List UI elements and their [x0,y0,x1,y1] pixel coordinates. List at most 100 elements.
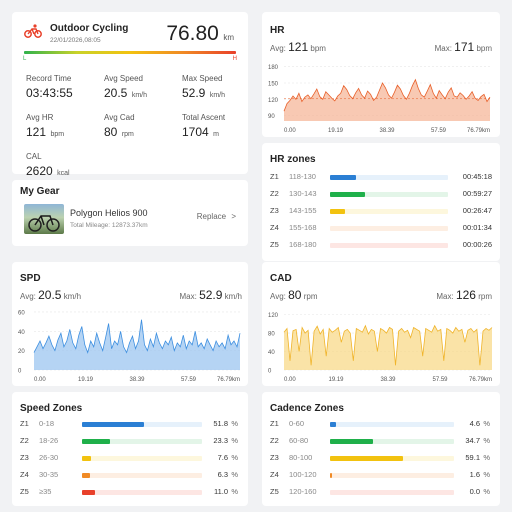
zone-id: Z2 [270,436,279,445]
bike-name: Polygon Helios 900 [70,208,148,218]
stat-value: 1704 [182,125,209,139]
zone-time: 00:59:27 [462,189,492,198]
stat-avg-speed: Avg Speed 20.5 km/h [104,74,147,102]
zone-bar-track [82,439,202,444]
y-tick-label: 180 [268,65,279,71]
zone-percent: 4.6 [469,419,480,428]
zone-bar-track [330,490,454,495]
y-tick-label: 150 [268,82,279,88]
gear-heading: My Gear [20,186,60,197]
spd-max-value: 52.9 [199,288,223,302]
zone-percent: 23.3 [213,436,228,445]
stat-unit: m [213,131,219,138]
x-tick-label: 76.79km [469,377,492,383]
hr-max-value: 171 [454,40,475,54]
spd-avg-unit: km/h [63,292,82,301]
cadence-zones-list: Z1 0-60 4.6% Z2 60-80 34.7% Z3 80-100 59.1% Z4 100… [262,418,500,504]
x-tick-label: 57.59 [432,377,448,383]
x-tick-label: 57.59 [181,377,197,383]
hr-max: Max: 171 bpm [435,40,492,54]
series-line [283,78,491,112]
zone-id: Z5 [20,487,29,496]
zone-percent: 34.7 [465,436,480,445]
zone-bar-track [330,473,454,478]
zone-bar-fill [330,439,374,444]
zone-time: 00:45:18 [462,172,492,181]
zone-pct-unit: % [231,470,238,479]
x-tick-label: 19.19 [328,128,344,134]
hr-zones-list: Z1 118-130 00:45:18 Z2 130-143 00:59:27 Z3 143-… [262,171,500,257]
spd-max-label: Max: [179,292,197,301]
cad-avg: Avg: 80 rpm [270,288,317,302]
zone-bar-track [330,192,448,197]
zone-bar-fill [330,456,404,461]
x-tick-label: 19.19 [328,377,344,383]
zone-id: Z5 [270,240,279,249]
stat-label: Avg Cad [104,113,135,122]
replace-button[interactable]: Replace > [197,212,236,221]
zone-pct-unit: % [231,453,238,462]
zone-range: 143-155 [289,206,317,215]
hr-max-label: Max: [434,44,452,53]
y-tick-label: 0 [18,369,22,375]
x-tick-label: 0.00 [34,377,46,383]
zone-row: Z2 18-26 23.3% [12,435,248,447]
series-area [284,325,492,370]
bike-icon [28,215,60,232]
cad-avg-label: Avg: [270,292,286,301]
zone-bar-track [82,422,202,427]
zone-bar-fill [330,473,332,478]
x-tick-label: 76.79km [217,377,240,383]
ride-title: Outdoor Cycling [50,23,129,34]
zone-row: Z3 143-155 00:26:47 [262,205,500,217]
zone-percent: 59.1 [465,453,480,462]
zone-range: 0-60 [289,419,305,428]
intensity-gradient-bar [24,51,236,54]
zone-id: Z2 [20,436,29,445]
zone-percent: 11.0 [213,487,228,496]
zone-bar-track [330,243,448,248]
zone-bar-fill [82,422,145,427]
series-line [283,324,493,366]
zone-pct-unit: % [483,419,490,428]
cad-max: Max: 126 rpm [436,288,492,302]
hr-chart: 90 120 150 180 0.00 19.19 38.39 57.59 76.79km [268,65,491,134]
zone-bar-track [82,490,202,495]
zone-bar-fill [82,490,96,495]
spd-avg-label: Avg: [20,292,36,301]
stat-value: 52.9 [182,86,206,100]
zone-id: Z4 [20,470,29,479]
zone-bar-fill [82,439,110,444]
cad-avg-value: 80 [288,288,302,302]
zone-row: Z4 30-35 6.3% [12,469,248,481]
x-tick-label: 38.39 [379,128,395,134]
zone-percent: 7.6 [217,453,228,462]
speed-zones-title: Speed Zones [20,403,83,414]
zone-row: Z3 80-100 59.1% [262,452,500,464]
stat-record-time: Record Time 03:43:55 [26,74,73,102]
hr-avg: Avg: 121 bpm [270,40,326,54]
zone-id: Z1 [270,172,279,181]
zone-pct-unit: % [231,487,238,496]
zone-bar-track [330,209,448,214]
spd-max: Max: 52.9 km/h [179,288,242,302]
zone-bar-fill [330,209,346,214]
x-tick-label: 38.39 [380,377,396,383]
hr-avg-unit: bpm [310,44,326,53]
zone-range: 120-160 [289,487,317,496]
zone-percent: 1.6 [469,470,480,479]
distance-unit: km [223,33,234,42]
stat-value: 2620 [26,164,53,178]
zone-range: 30-35 [39,470,59,479]
zone-id: Z4 [270,223,279,232]
zone-row: Z4 155-168 00:01:34 [262,222,500,234]
spd-avg-value: 20.5 [38,288,62,302]
zone-range: 130-143 [289,189,317,198]
bike-thumbnail [24,204,64,234]
gear-item[interactable]: Polygon Helios 900 Total Mileage: 12873.… [12,200,248,240]
stat-label: CAL [26,152,42,161]
series-line [33,319,241,354]
hr-title: HR [270,25,285,36]
hr-card: HR Avg: 121 bpm Max: 171 bpm 90 120 150 180… [262,12,500,137]
spd-avg: Avg: 20.5 km/h [20,288,81,302]
